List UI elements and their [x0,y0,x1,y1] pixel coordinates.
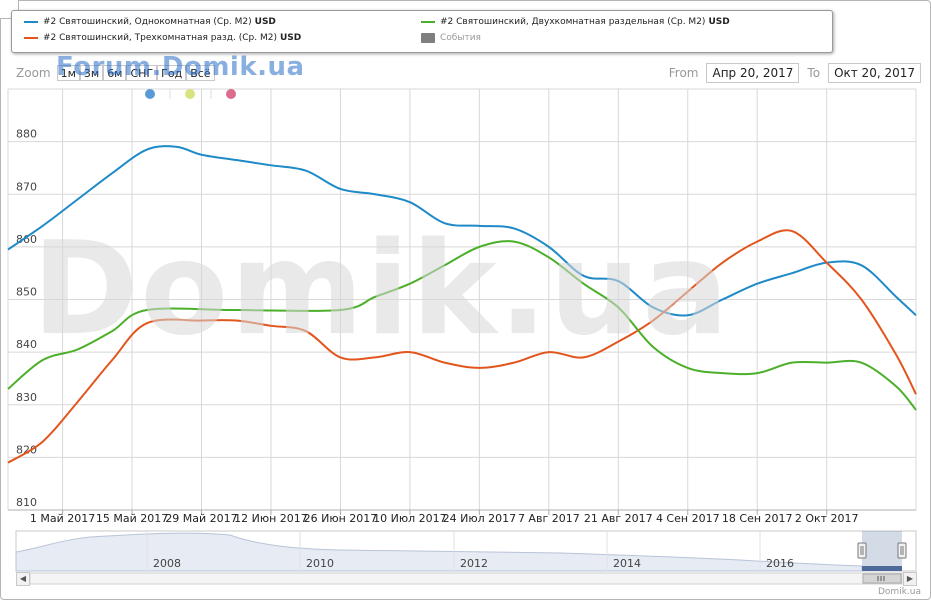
legend: #2 Святошинский, Однокомнатная (Ср. М2) … [11,10,833,53]
legend-unit-3room: USD [279,33,302,43]
grid-layer [7,88,917,511]
legend-unit-1room: USD [254,17,276,27]
navigator-selection [862,531,902,571]
range-from-label: From [668,66,699,80]
range-to-label: To [807,66,821,80]
navigator-right-handle[interactable] [897,542,907,559]
legend-label-1room: #2 Святошинский, Однокомнатная (Ср. М2) [43,17,252,27]
x-tick-label: 18 Сен 2017 [722,512,793,525]
y-tick-label: 830 [16,391,37,404]
series-3room-line[interactable] [7,229,917,464]
y-tick-label: 820 [16,443,37,456]
legend-item-3room[interactable]: #2 Святошинский, Трехкомнатная разд. (Ср… [24,33,301,43]
x-tick-label: 4 Сен 2017 [656,512,720,525]
x-tick-label: 10 Июл 2017 [373,512,447,525]
zoom-label: Zoom [16,66,51,80]
navigator-year-label: 2014 [613,557,641,570]
event-marker-2[interactable] [185,89,195,99]
series-1room-line[interactable] [7,145,917,317]
x-tick-label: 29 Май 2017 [165,512,237,525]
navigator: 2008 2010 2012 2014 2016 [15,530,917,585]
navigator-selected-series [862,566,902,571]
legend-swatch-1room [24,21,38,23]
legend-swatch-3room [24,37,38,39]
legend-unit-2room: USD [708,17,730,27]
scrollbar-thumb[interactable] [862,573,902,584]
legend-item-1room[interactable]: #2 Святошинский, Однокомнатная (Ср. М2) … [24,17,276,27]
zoom-6m-button[interactable]: 6м [103,65,127,81]
scrollbar-track[interactable] [29,572,903,585]
legend-label-events: События [440,33,481,43]
event-markers [145,89,236,99]
y-tick-label: 880 [16,128,37,141]
zoom-ytd-button[interactable]: СНГ [126,65,158,81]
x-tick-label: 2 Окт 2017 [795,512,859,525]
x-tick-label: 26 Июн 2017 [304,512,378,525]
x-tick-label: 7 Авг 2017 [518,512,580,525]
zoom-bar: Zoom 1м 3м 6м СНГ Год Всё [16,64,215,82]
range-selector: From Апр 20, 2017 To Окт 20, 2017 [669,63,921,83]
y-tick-label: 870 [16,180,37,193]
y-tick-label: 840 [16,338,37,351]
navigator-year-label: 2010 [306,557,334,570]
legend-item-events[interactable]: События [421,33,481,43]
legend-label-3room: #2 Святошинский, Трехкомнатная разд. (Ср… [43,33,277,43]
event-marker-1[interactable] [145,89,155,99]
navigator-year-label: 2016 [766,557,794,570]
navigator-year-label: 2012 [460,557,488,570]
series-layer [7,145,917,464]
y-tick-label: 860 [16,233,37,246]
scroll-left-button[interactable]: ◀ [16,572,30,586]
navigator-year-label: 2008 [153,557,181,570]
x-tick-label: 15 Май 2017 [96,512,168,525]
range-from-input[interactable]: Апр 20, 2017 [706,63,800,83]
navigator-area [15,532,863,572]
zoom-1y-button[interactable]: Год [157,65,187,81]
y-tick-label: 850 [16,286,37,299]
x-tick-label: 21 Авг 2017 [584,512,653,525]
series-2room-line[interactable] [7,240,917,411]
x-tick-label: 24 Июл 2017 [443,512,517,525]
x-tick-label: 12 Июн 2017 [234,512,308,525]
legend-swatch-2room [421,21,435,23]
y-tick-label: 810 [16,496,37,509]
zoom-3m-button[interactable]: 3м [79,65,104,81]
legend-item-2room[interactable]: #2 Святошинский, Двухкомнатная раздельна… [421,17,730,27]
axis-layer: 810 820 830 840 850 860 870 880 1 Май 2017 15 Май… [8,128,916,525]
events-swatch-icon [421,33,435,43]
zoom-1m-button[interactable]: 1м [56,65,80,81]
scroll-right-button[interactable]: ▶ [903,572,917,586]
source-credit: Domik.ua [878,587,921,597]
range-to-input[interactable]: Окт 20, 2017 [828,63,921,83]
event-marker-3[interactable] [226,89,236,99]
navigator-left-handle[interactable] [857,542,867,559]
legend-label-2room: #2 Святошинский, Двухкомнатная раздельна… [440,17,706,27]
zoom-all-button[interactable]: Всё [186,65,215,81]
x-tick-label: 1 Май 2017 [30,512,95,525]
